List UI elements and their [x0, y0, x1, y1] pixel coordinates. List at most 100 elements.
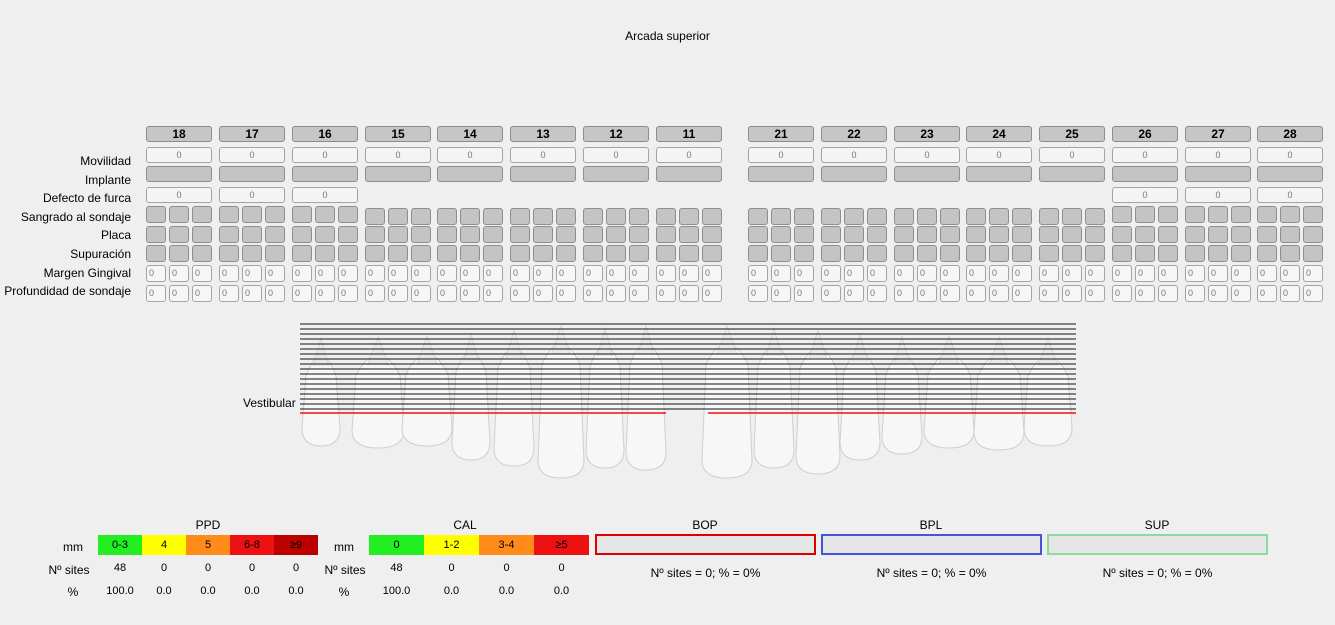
supuracion-site[interactable]	[679, 245, 699, 262]
margen-input[interactable]: 0	[821, 265, 841, 282]
profundidad-input[interactable]: 0	[748, 285, 768, 302]
supuracion-site[interactable]	[771, 245, 791, 262]
tooth-number[interactable]: 17	[219, 126, 285, 142]
placa-site[interactable]	[510, 226, 530, 243]
supuracion-site[interactable]	[338, 245, 358, 262]
placa-site[interactable]	[292, 226, 312, 243]
margen-input[interactable]: 0	[556, 265, 576, 282]
sangrado-site[interactable]	[1012, 208, 1032, 225]
movilidad-field[interactable]: 0	[1039, 147, 1105, 163]
profundidad-input[interactable]: 0	[771, 285, 791, 302]
supuracion-site[interactable]	[219, 245, 239, 262]
profundidad-input[interactable]: 0	[867, 285, 887, 302]
placa-site[interactable]	[242, 226, 262, 243]
movilidad-field[interactable]: 0	[437, 147, 503, 163]
movilidad-field[interactable]: 0	[510, 147, 576, 163]
profundidad-input[interactable]: 0	[917, 285, 937, 302]
profundidad-input[interactable]: 0	[219, 285, 239, 302]
placa-site[interactable]	[265, 226, 285, 243]
sangrado-site[interactable]	[1257, 206, 1277, 223]
profundidad-input[interactable]: 0	[844, 285, 864, 302]
sangrado-site[interactable]	[411, 208, 431, 225]
supuracion-site[interactable]	[702, 245, 722, 262]
implante-toggle[interactable]	[146, 166, 212, 182]
margen-input[interactable]: 0	[338, 265, 358, 282]
sangrado-site[interactable]	[510, 208, 530, 225]
movilidad-field[interactable]: 0	[748, 147, 814, 163]
sangrado-site[interactable]	[146, 206, 166, 223]
placa-site[interactable]	[1112, 226, 1132, 243]
margen-input[interactable]: 0	[533, 265, 553, 282]
movilidad-field[interactable]: 0	[1257, 147, 1323, 163]
placa-site[interactable]	[629, 226, 649, 243]
placa-site[interactable]	[794, 226, 814, 243]
implante-toggle[interactable]	[1039, 166, 1105, 182]
sangrado-site[interactable]	[1280, 206, 1300, 223]
sangrado-site[interactable]	[1135, 206, 1155, 223]
profundidad-input[interactable]: 0	[365, 285, 385, 302]
margen-input[interactable]: 0	[365, 265, 385, 282]
placa-site[interactable]	[411, 226, 431, 243]
furca-field[interactable]: 0	[219, 187, 285, 203]
placa-site[interactable]	[867, 226, 887, 243]
profundidad-input[interactable]: 0	[1112, 285, 1132, 302]
profundidad-input[interactable]: 0	[556, 285, 576, 302]
sangrado-site[interactable]	[1039, 208, 1059, 225]
placa-site[interactable]	[1135, 226, 1155, 243]
placa-site[interactable]	[388, 226, 408, 243]
margen-input[interactable]: 0	[894, 265, 914, 282]
profundidad-input[interactable]: 0	[679, 285, 699, 302]
profundidad-input[interactable]: 0	[821, 285, 841, 302]
implante-toggle[interactable]	[1185, 166, 1251, 182]
placa-site[interactable]	[1280, 226, 1300, 243]
placa-site[interactable]	[917, 226, 937, 243]
tooth-number[interactable]: 25	[1039, 126, 1105, 142]
sangrado-site[interactable]	[771, 208, 791, 225]
placa-site[interactable]	[460, 226, 480, 243]
movilidad-field[interactable]: 0	[583, 147, 649, 163]
margen-input[interactable]: 0	[1062, 265, 1082, 282]
supuracion-site[interactable]	[794, 245, 814, 262]
margen-input[interactable]: 0	[679, 265, 699, 282]
profundidad-input[interactable]: 0	[169, 285, 189, 302]
profundidad-input[interactable]: 0	[411, 285, 431, 302]
furca-field[interactable]: 0	[292, 187, 358, 203]
sangrado-site[interactable]	[1112, 206, 1132, 223]
furca-field[interactable]: 0	[1185, 187, 1251, 203]
implante-toggle[interactable]	[821, 166, 887, 182]
sangrado-site[interactable]	[917, 208, 937, 225]
furca-field[interactable]: 0	[1257, 187, 1323, 203]
supuracion-site[interactable]	[192, 245, 212, 262]
placa-site[interactable]	[656, 226, 676, 243]
sangrado-site[interactable]	[1062, 208, 1082, 225]
tooth-number[interactable]: 13	[510, 126, 576, 142]
margen-input[interactable]: 0	[966, 265, 986, 282]
tooth-number[interactable]: 23	[894, 126, 960, 142]
placa-site[interactable]	[315, 226, 335, 243]
sangrado-site[interactable]	[702, 208, 722, 225]
placa-site[interactable]	[483, 226, 503, 243]
sangrado-site[interactable]	[365, 208, 385, 225]
sangrado-site[interactable]	[460, 208, 480, 225]
placa-site[interactable]	[365, 226, 385, 243]
profundidad-input[interactable]: 0	[146, 285, 166, 302]
supuracion-site[interactable]	[1039, 245, 1059, 262]
profundidad-input[interactable]: 0	[1280, 285, 1300, 302]
margen-input[interactable]: 0	[583, 265, 603, 282]
placa-site[interactable]	[1085, 226, 1105, 243]
margen-input[interactable]: 0	[169, 265, 189, 282]
placa-site[interactable]	[1208, 226, 1228, 243]
profundidad-input[interactable]: 0	[606, 285, 626, 302]
margen-input[interactable]: 0	[1039, 265, 1059, 282]
sangrado-site[interactable]	[844, 208, 864, 225]
supuracion-site[interactable]	[1185, 245, 1205, 262]
supuracion-site[interactable]	[1303, 245, 1323, 262]
profundidad-input[interactable]: 0	[1039, 285, 1059, 302]
tooth-number[interactable]: 24	[966, 126, 1032, 142]
tooth-number[interactable]: 11	[656, 126, 722, 142]
margen-input[interactable]: 0	[265, 265, 285, 282]
supuracion-site[interactable]	[583, 245, 603, 262]
placa-site[interactable]	[606, 226, 626, 243]
placa-site[interactable]	[966, 226, 986, 243]
profundidad-input[interactable]: 0	[533, 285, 553, 302]
